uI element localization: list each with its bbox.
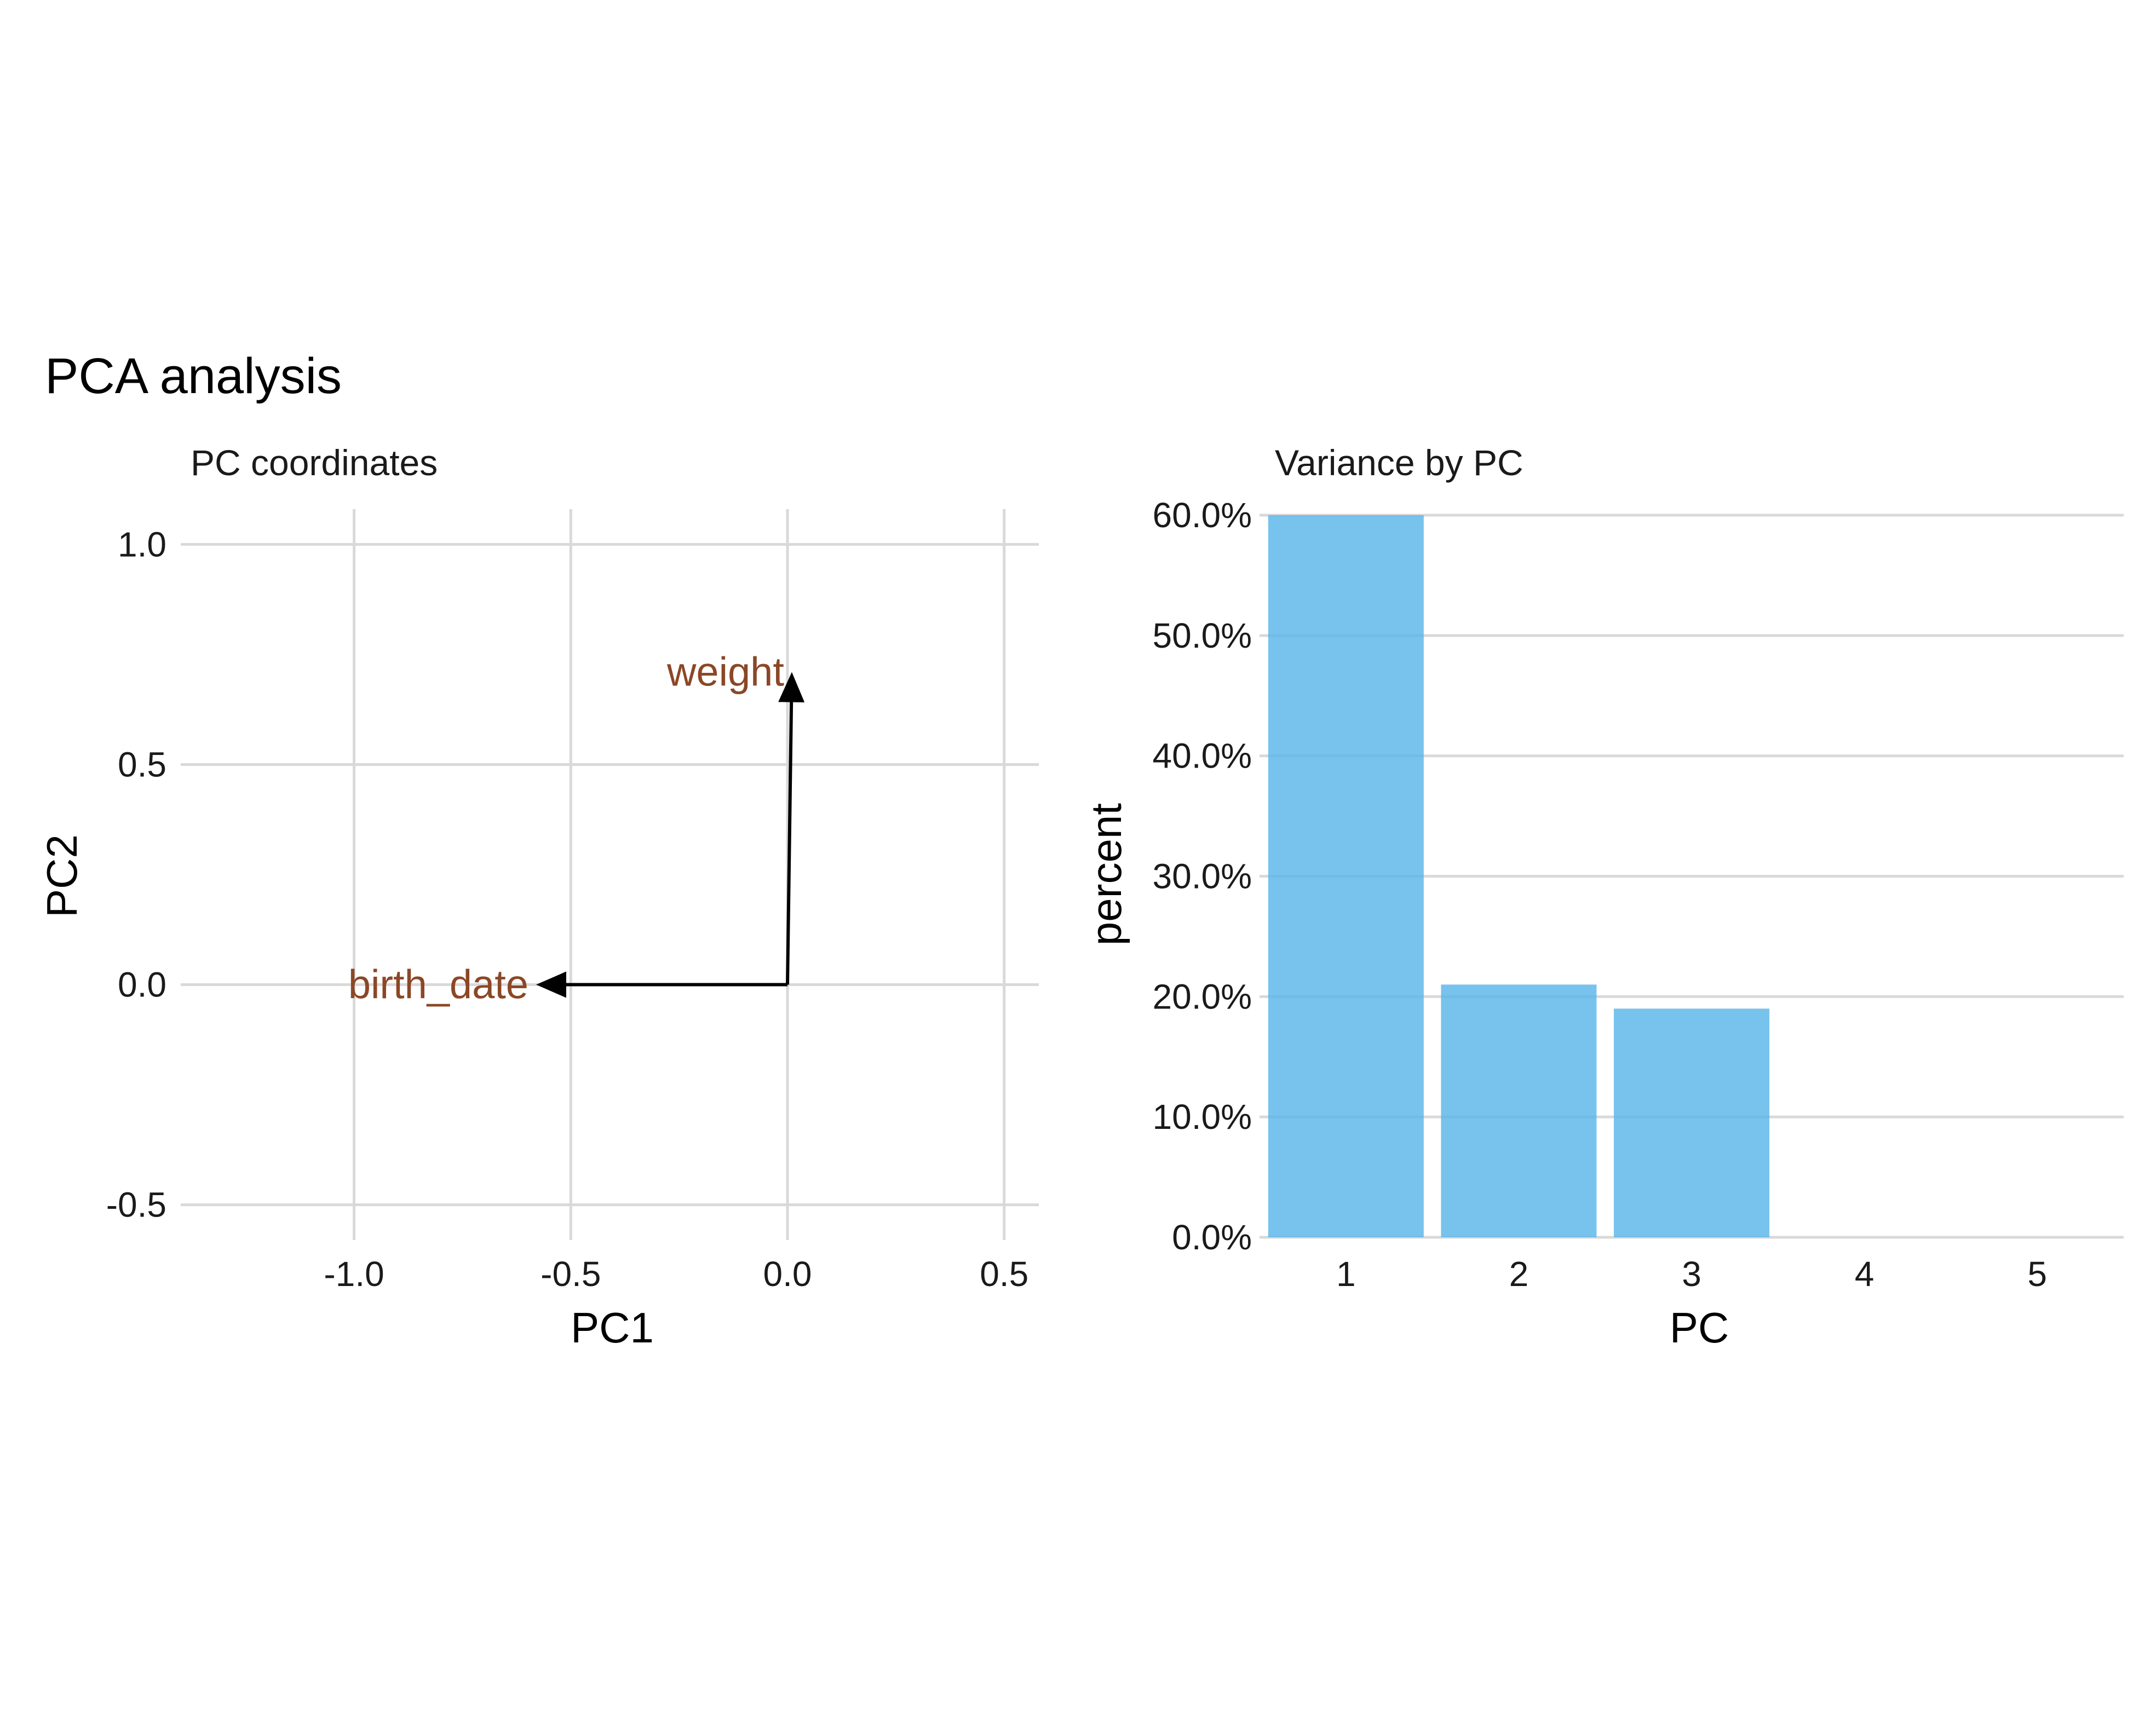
variance-subtitle: Variance by PC (1275, 442, 1523, 483)
x-axis-title-pc1: PC1 (571, 1304, 654, 1352)
y-axis-title-percent: percent (1082, 803, 1130, 945)
loading-arrowhead (536, 971, 566, 998)
percent-tick-label: 0.0% (1172, 1218, 1252, 1257)
percent-tick-label: 40.0% (1153, 736, 1252, 776)
percent-tick-labels: 0.0% 10.0% 20.0% 30.0% 40.0% 50.0% 60.0% (1153, 495, 1252, 1257)
pc-coordinates-subtitle: PC coordinates (191, 442, 438, 483)
percent-tick-label: 10.0% (1153, 1097, 1252, 1137)
pc1-tick-label: -0.5 (541, 1254, 601, 1294)
pc-tick-label: 2 (1509, 1254, 1529, 1294)
percent-tick-label: 60.0% (1153, 495, 1252, 535)
variance-by-pc-panel: Variance by PC 1 2 3 4 5 0.0% 10.0% 20.0% 30.0%… (1082, 442, 2124, 1352)
pc2-tick-label: -0.5 (106, 1185, 166, 1225)
pc2-tick-labels: -0.5 0.0 0.5 1.0 (106, 524, 166, 1224)
percent-tick-label: 20.0% (1153, 977, 1252, 1016)
figure-title: PCA analysis (45, 348, 342, 404)
loading-label: weight (666, 649, 784, 695)
pc-tick-label: 5 (2027, 1254, 2047, 1294)
percent-tick-label: 50.0% (1153, 616, 1252, 655)
pc2-tick-label: 1.0 (118, 524, 166, 564)
pc1-tick-labels: -1.0 -0.5 0.0 0.5 (324, 1254, 1028, 1294)
variance-bars (1268, 515, 1770, 1238)
pc-tick-labels: 1 2 3 4 5 (1336, 1254, 2047, 1294)
x-axis-title-pc: PC (1670, 1304, 1729, 1352)
variance-bar (1441, 984, 1597, 1237)
pc1-tick-label: 0.5 (980, 1254, 1028, 1294)
variance-bar (1268, 515, 1424, 1238)
pc2-tick-label: 0.5 (118, 745, 166, 784)
pc-coordinates-panel: PC coordinates -1.0 -0.5 0.0 0.5 -0.5 0.0 0.5… (38, 442, 1039, 1352)
variance-bar (1613, 1008, 1770, 1237)
loading-label: birth_date (348, 962, 528, 1007)
pc-tick-label: 3 (1682, 1254, 1701, 1294)
pc-tick-label: 4 (1855, 1254, 1875, 1294)
percent-tick-label: 30.0% (1153, 856, 1252, 896)
loading-arrowhead (778, 672, 805, 702)
pc2-tick-label: 0.0 (118, 965, 166, 1005)
loading-arrow-line (785, 702, 794, 985)
loading-arrows: weight birth_date (348, 649, 805, 1007)
pc1-tick-label: 0.0 (763, 1254, 812, 1294)
pc-tick-label: 1 (1336, 1254, 1356, 1294)
pc1-tick-label: -1.0 (324, 1254, 384, 1294)
y-axis-title-pc2: PC2 (38, 834, 86, 918)
pc-coordinates-gridlines (181, 509, 1039, 1240)
